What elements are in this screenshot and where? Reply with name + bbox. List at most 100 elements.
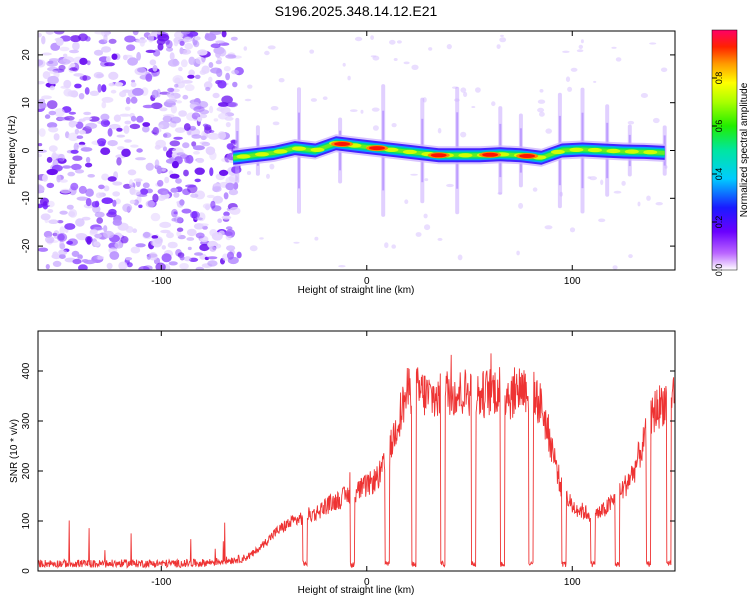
noise-blob (129, 123, 141, 130)
noise-speckle (611, 46, 617, 49)
noise-speckle (423, 213, 428, 219)
noise-blob (103, 34, 108, 43)
noise-blob (145, 162, 154, 171)
noise-blob (59, 179, 68, 183)
noise-blob (80, 147, 93, 152)
noise-blob (62, 53, 68, 58)
noise-blob (95, 255, 105, 260)
noise-blob (96, 217, 103, 224)
noise-speckle (652, 117, 660, 124)
noise-blob (122, 203, 133, 213)
noise-blob (72, 258, 82, 265)
noise-blob (95, 192, 104, 199)
noise-blob (183, 123, 191, 131)
noise-blob (225, 122, 231, 128)
noise-blob (38, 247, 49, 252)
noise-blob (146, 253, 151, 260)
noise-blob (47, 75, 59, 85)
noise-blob (86, 60, 91, 66)
noise-speckle (411, 64, 419, 71)
noise-blob (194, 74, 201, 79)
noise-blob (45, 236, 55, 244)
noise-blob (58, 249, 68, 256)
noise-blob (216, 107, 225, 112)
noise-speckle (637, 201, 641, 207)
noise-blob (72, 155, 83, 161)
noise-blob (225, 182, 235, 191)
y-tick-label: 0 (21, 147, 32, 153)
noise-blob (85, 156, 91, 164)
noise-blob (91, 201, 100, 208)
signal-segment (310, 147, 325, 152)
noise-blob (201, 65, 210, 74)
noise-blob (41, 35, 46, 45)
noise-speckle (428, 47, 433, 51)
noise-blob (207, 133, 220, 140)
noise-blob (83, 111, 92, 116)
noise-blob (81, 216, 91, 221)
noise-blob (233, 182, 239, 190)
noise-blob (149, 59, 157, 66)
noise-blob (83, 259, 96, 265)
noise-speckle (539, 89, 544, 93)
noise-blob (198, 113, 208, 119)
noise-blob (70, 62, 76, 68)
noise-speckle (600, 179, 604, 186)
noise-blob (100, 113, 110, 121)
noise-speckle (371, 107, 380, 112)
noise-blob (150, 238, 162, 247)
noise-blob (170, 104, 177, 114)
noise-blob (132, 228, 138, 233)
noise-blob (173, 216, 183, 224)
noise-blob (176, 230, 182, 237)
noise-speckle (322, 96, 328, 100)
noise-blob (94, 211, 105, 218)
noise-speckle (370, 35, 374, 40)
noise-blob (148, 252, 158, 261)
noise-speckle (660, 67, 668, 73)
noise-blob (66, 204, 74, 210)
noise-blob (52, 151, 57, 160)
noise-blob (186, 237, 195, 241)
noise-blob (87, 174, 95, 178)
noise-speckle (424, 224, 431, 231)
noise-blob (225, 226, 233, 230)
noise-blob (199, 109, 210, 115)
figure-title: S196.2025.348.14.12.E21 (275, 3, 438, 19)
noise-blob (194, 217, 203, 221)
noise-speckle (243, 46, 248, 51)
noise-speckle (249, 245, 258, 252)
noise-blob (106, 56, 111, 63)
noise-speckle (410, 173, 418, 176)
colorbar-tick-label: 0.4 (714, 168, 724, 181)
noise-speckle (471, 106, 476, 108)
noise-blob (226, 143, 234, 150)
y-tick-label: 20 (21, 49, 32, 61)
noise-blob (182, 142, 190, 149)
noise-blob (204, 33, 217, 42)
noise-blob (89, 229, 98, 235)
noise-speckle (516, 250, 520, 256)
noise-blob (145, 73, 153, 82)
noise-blob (178, 110, 188, 117)
noise-blob (231, 69, 240, 75)
spectrogram-y-label: Frequency (Hz) (7, 116, 18, 185)
noise-speckle (613, 190, 622, 194)
noise-blob (151, 102, 163, 110)
noise-blob (185, 184, 197, 188)
noise-blob (76, 144, 87, 148)
noise-blob (174, 83, 179, 88)
noise-blob (101, 101, 107, 109)
noise-blob (232, 81, 238, 88)
signal-segment (255, 152, 269, 157)
noise-blob (67, 132, 79, 142)
snr-y-label: SNR (10 * v/v) (9, 419, 20, 483)
noise-blob (136, 51, 142, 61)
noise-blob (59, 254, 66, 259)
noise-blob (103, 185, 110, 192)
noise-blob (75, 218, 85, 227)
noise-blob (181, 208, 192, 214)
noise-blob (161, 245, 166, 250)
noise-blob (229, 206, 241, 215)
noise-blob (183, 169, 189, 177)
